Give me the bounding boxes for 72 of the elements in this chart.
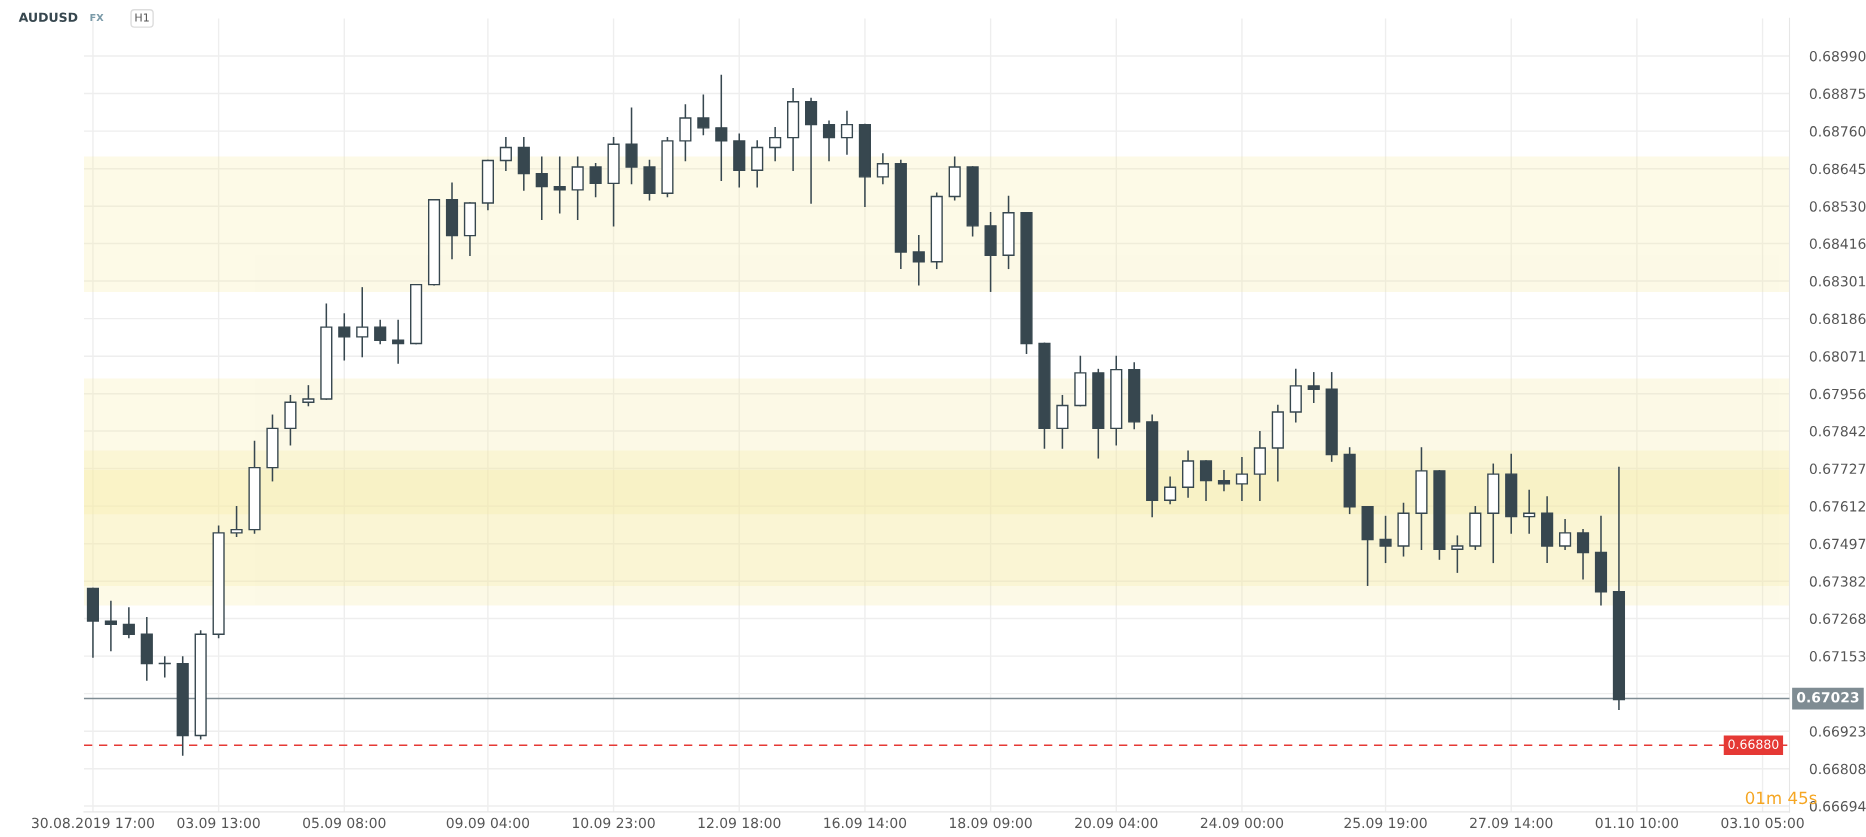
- y-tick-label: 0.68990: [1809, 50, 1866, 62]
- y-tick-label: 0.67612: [1809, 501, 1865, 512]
- y-tick-label: 0.68071: [1809, 351, 1866, 362]
- candlestick: [392, 319, 405, 364]
- candlestick: [751, 140, 764, 188]
- candlestick: [553, 156, 566, 214]
- candlestick: [499, 136, 512, 172]
- candlestick: [374, 319, 387, 345]
- y-tick-label: 0.66808: [1809, 763, 1866, 775]
- ref-line-label: 0.67023: [1796, 692, 1859, 703]
- candlestick: [1056, 394, 1069, 449]
- x-tick-label: 03.10 05:00: [1721, 817, 1804, 829]
- x-tick-label: 18.09 09:00: [950, 817, 1032, 829]
- candlestick: [122, 607, 135, 639]
- candlestick: [679, 104, 692, 162]
- candlestick: [804, 97, 818, 204]
- x-tick-label: 16.09 14:00: [824, 817, 907, 829]
- y-tick-label: 0.66923: [1809, 726, 1866, 737]
- candlestick: [1164, 476, 1177, 505]
- y-tick-label: 0.67153: [1809, 651, 1866, 662]
- candlestick: [1576, 528, 1590, 580]
- x-tick-label: 20.09 04:00: [1075, 817, 1158, 829]
- y-tick-label: 0.68760: [1809, 126, 1866, 137]
- candlestick: [1235, 457, 1249, 502]
- x-tick-label: 03.09 13:00: [177, 817, 260, 829]
- candlestick: [230, 506, 243, 537]
- candlestick: [589, 163, 602, 198]
- candlestick: [912, 234, 925, 286]
- x-tick-label: 05.09 08:00: [303, 817, 386, 829]
- candlestick: [104, 600, 117, 652]
- chart-title: AUDUSD: [18, 12, 78, 23]
- y-tick-label: 0.68875: [1809, 88, 1866, 100]
- y-tick-label: 0.67842: [1809, 425, 1865, 437]
- x-tick-label: 09.09 04:00: [446, 817, 530, 829]
- y-tick-label: 0.68645: [1809, 163, 1866, 175]
- candlestick: [1199, 460, 1213, 502]
- y-tick-label: 0.67382: [1809, 576, 1865, 587]
- x-tick-label: 10.09 23:00: [573, 817, 655, 829]
- candlestick: [715, 74, 728, 181]
- candlestick: [356, 287, 369, 358]
- candlestick: [840, 110, 854, 155]
- candlestick: [1307, 372, 1320, 404]
- y-tick-label: 0.67956: [1809, 388, 1866, 400]
- x-tick-label: 12.09 18:00: [698, 817, 781, 829]
- y-tick-label: 0.68186: [1809, 313, 1866, 325]
- candlestick: [571, 156, 584, 221]
- x-tick-label: 27.09 14:00: [1470, 817, 1553, 829]
- y-tick-label: 0.68530: [1809, 201, 1866, 212]
- candlestick: [697, 94, 710, 136]
- y-tick-label: 0.67727: [1809, 463, 1866, 475]
- candlestick: [1559, 519, 1572, 551]
- ref-line-label: 0.66880: [1728, 739, 1779, 749]
- y-tick-label: 0.67497: [1809, 538, 1866, 550]
- x-tick-label: 24.09 00:00: [1200, 817, 1284, 829]
- candlestick: [625, 107, 638, 185]
- candlestick: [822, 120, 836, 162]
- candlestick: [338, 313, 351, 361]
- candlestick: [1217, 470, 1231, 492]
- annotation: FX: [90, 14, 104, 22]
- annotation: H1: [135, 13, 149, 22]
- candlestick: [302, 385, 315, 407]
- candlestick: [535, 156, 548, 221]
- y-tick-label: 0.68416: [1809, 238, 1866, 249]
- x-tick-label: 30.08.2019 17:00: [32, 817, 155, 829]
- x-tick-label: 01.10 10:00: [1595, 817, 1679, 829]
- x-tick-label: 25.09 19:00: [1344, 817, 1427, 829]
- y-tick-label: 0.67268: [1809, 613, 1866, 624]
- candlestick: [769, 127, 782, 162]
- y-tick-label: 0.68301: [1809, 276, 1866, 287]
- candlestick: [876, 153, 889, 185]
- candlestick: [1379, 515, 1392, 564]
- candlestick: [1451, 535, 1464, 573]
